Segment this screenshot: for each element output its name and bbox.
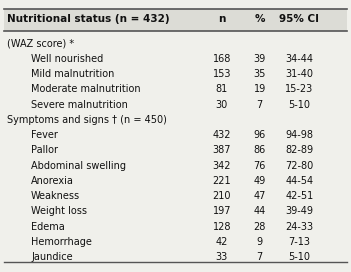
Text: 44-54: 44-54 <box>285 176 313 186</box>
Text: 15-23: 15-23 <box>285 84 313 94</box>
Text: 33: 33 <box>216 252 228 262</box>
Text: Severe malnutrition: Severe malnutrition <box>31 100 128 110</box>
Text: Hemorrhage: Hemorrhage <box>31 237 92 247</box>
Text: 31-40: 31-40 <box>285 69 313 79</box>
Text: 94-98: 94-98 <box>285 130 313 140</box>
Text: 42: 42 <box>216 237 228 247</box>
Text: 168: 168 <box>213 54 231 64</box>
Text: 7: 7 <box>257 252 263 262</box>
Text: 30: 30 <box>216 100 228 110</box>
Text: Nutritional status (n = 432): Nutritional status (n = 432) <box>7 14 170 24</box>
Text: Weakness: Weakness <box>31 191 80 201</box>
Text: 221: 221 <box>213 176 231 186</box>
Text: 153: 153 <box>213 69 231 79</box>
Text: (WAZ score) *: (WAZ score) * <box>7 39 74 49</box>
Text: 39: 39 <box>254 54 266 64</box>
Text: 210: 210 <box>213 191 231 201</box>
Text: 76: 76 <box>253 161 266 171</box>
Text: Well nourished: Well nourished <box>31 54 103 64</box>
Text: 432: 432 <box>213 130 231 140</box>
Text: 128: 128 <box>213 222 231 232</box>
Text: Symptoms and signs † (n = 450): Symptoms and signs † (n = 450) <box>7 115 167 125</box>
Text: Fever: Fever <box>31 130 58 140</box>
Text: Mild malnutrition: Mild malnutrition <box>31 69 114 79</box>
Text: 42-51: 42-51 <box>285 191 313 201</box>
Text: 28: 28 <box>253 222 266 232</box>
FancyBboxPatch shape <box>4 10 347 31</box>
Text: 81: 81 <box>216 84 228 94</box>
Text: 72-80: 72-80 <box>285 161 313 171</box>
Text: Moderate malnutrition: Moderate malnutrition <box>31 84 141 94</box>
Text: Edema: Edema <box>31 222 65 232</box>
Text: %: % <box>254 14 265 24</box>
Text: 34-44: 34-44 <box>285 54 313 64</box>
Text: 47: 47 <box>253 191 266 201</box>
Text: Anorexia: Anorexia <box>31 176 74 186</box>
Text: 95% CI: 95% CI <box>279 14 319 24</box>
Text: 49: 49 <box>254 176 266 186</box>
Text: 5-10: 5-10 <box>288 252 310 262</box>
Text: 39-49: 39-49 <box>285 206 313 217</box>
Text: Abdominal swelling: Abdominal swelling <box>31 161 126 171</box>
Text: 35: 35 <box>253 69 266 79</box>
Text: n: n <box>218 14 226 24</box>
Text: Weight loss: Weight loss <box>31 206 87 217</box>
Text: 86: 86 <box>254 146 266 155</box>
Text: 82-89: 82-89 <box>285 146 313 155</box>
Text: 387: 387 <box>213 146 231 155</box>
Text: 7-13: 7-13 <box>288 237 310 247</box>
Text: 342: 342 <box>213 161 231 171</box>
Text: 197: 197 <box>213 206 231 217</box>
Text: Pallor: Pallor <box>31 146 58 155</box>
Text: 19: 19 <box>254 84 266 94</box>
Text: 7: 7 <box>257 100 263 110</box>
Text: 5-10: 5-10 <box>288 100 310 110</box>
Text: 9: 9 <box>257 237 263 247</box>
Text: Jaundice: Jaundice <box>31 252 73 262</box>
Text: 44: 44 <box>254 206 266 217</box>
Text: 24-33: 24-33 <box>285 222 313 232</box>
Text: 96: 96 <box>254 130 266 140</box>
